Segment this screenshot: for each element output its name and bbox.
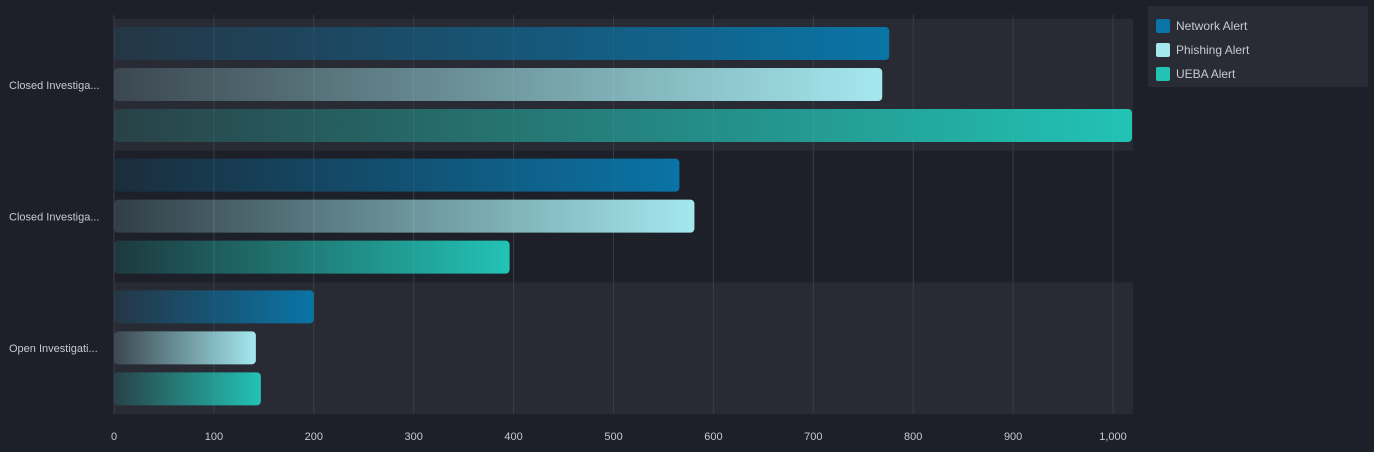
bar-network-alert[interactable] — [114, 290, 314, 324]
legend-item-phishing-alert[interactable]: Phishing Alert — [1148, 38, 1368, 62]
category-labels: Closed Investiga... Closed Investiga... Op… — [9, 80, 100, 355]
legend-swatch — [1156, 67, 1170, 81]
x-tick-label: 300 — [405, 431, 423, 443]
bar-ueba-alert[interactable] — [114, 109, 1133, 142]
bar-phishing-alert[interactable] — [114, 68, 883, 101]
bar-network-alert[interactable] — [114, 158, 680, 192]
legend: Network Alert Phishing Alert UEBA Alert — [1148, 6, 1368, 87]
x-tick-label: 800 — [904, 431, 922, 443]
category-label: Closed Investiga... — [9, 212, 100, 224]
x-tick-label: 100 — [205, 431, 223, 443]
x-tick-label: 0 — [111, 431, 117, 443]
category-label: Closed Investiga... — [9, 80, 100, 92]
x-tick-label: 600 — [704, 431, 722, 443]
x-tick-label: 1,000 — [1099, 431, 1127, 443]
bar-ueba-alert[interactable] — [114, 240, 510, 274]
bar-phishing-alert[interactable] — [114, 199, 695, 233]
x-tick-labels: 0 100 200 300 400 500 600 700 800 900 1,000 — [111, 431, 1127, 443]
legend-swatch — [1156, 43, 1170, 57]
x-tick-label: 500 — [604, 431, 622, 443]
bar-phishing-alert[interactable] — [114, 331, 256, 365]
bars — [114, 27, 1133, 406]
x-tick-label: 700 — [804, 431, 822, 443]
legend-item-ueba-alert[interactable]: UEBA Alert — [1148, 62, 1368, 86]
x-tick-label: 900 — [1004, 431, 1022, 443]
bar-network-alert[interactable] — [114, 27, 890, 60]
x-tick-label: 400 — [504, 431, 522, 443]
category-label: Open Investigati... — [9, 343, 98, 355]
legend-label: Phishing Alert — [1176, 43, 1250, 57]
legend-label: Network Alert — [1176, 19, 1248, 33]
bar-ueba-alert[interactable] — [114, 372, 261, 406]
x-tick-label: 200 — [305, 431, 323, 443]
legend-item-network-alert[interactable]: Network Alert — [1148, 14, 1368, 38]
legend-swatch — [1156, 19, 1170, 33]
legend-label: UEBA Alert — [1176, 67, 1236, 81]
